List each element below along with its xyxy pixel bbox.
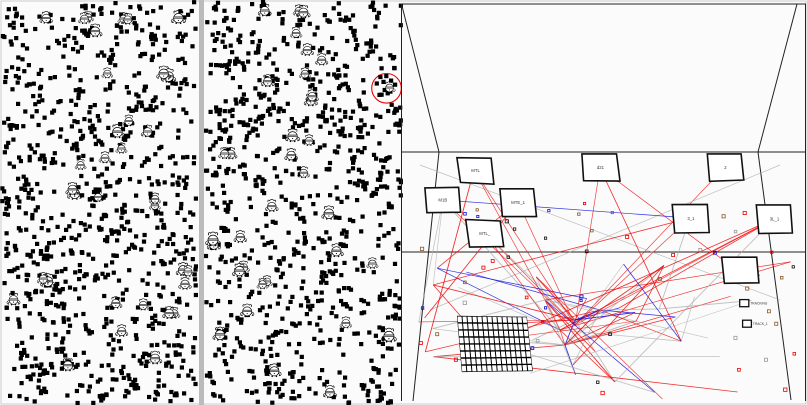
- svg-text:MTL: MTL: [471, 168, 480, 173]
- svg-text:3L_1: 3L_1: [770, 217, 780, 222]
- svg-text:MTL_: MTL_: [479, 231, 491, 236]
- svg-text:TRACK_1: TRACK_1: [753, 322, 768, 326]
- svg-text:M1B: M1B: [438, 198, 447, 203]
- svg-text:3_1: 3_1: [687, 216, 695, 221]
- svg-text:TRACKING: TRACKING: [750, 301, 767, 305]
- svg-text:d21: d21: [597, 165, 605, 170]
- svg-text:MTE_1: MTE_1: [511, 200, 525, 205]
